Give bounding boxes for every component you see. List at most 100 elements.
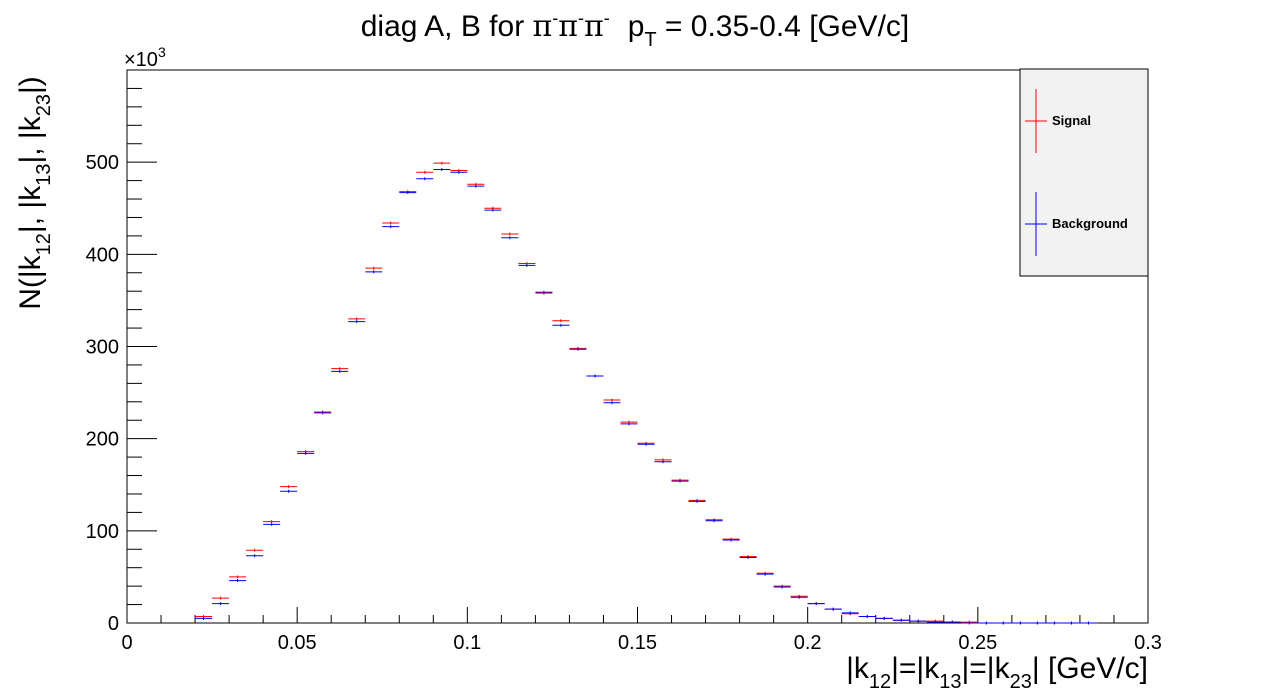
x-tick-label: 0.3: [1134, 632, 1162, 654]
legend-background-label: Background: [1052, 216, 1128, 231]
data-point-background: [501, 236, 519, 240]
data-point-background: [1045, 621, 1063, 625]
title-pi-3-sup: -: [604, 8, 610, 28]
data-point-background: [467, 184, 485, 188]
plot-frame: [126, 69, 1149, 624]
title-prefix: diag A, B for: [361, 10, 533, 43]
data-point-signal: [246, 548, 264, 552]
chart-title: diag A, B for π-π-π-pT = 0.35-0.4 [GeV/c…: [361, 8, 910, 51]
data-point-signal: [229, 575, 247, 579]
ylabel-part-4: |, |k: [14, 115, 47, 163]
data-point-background: [824, 607, 842, 611]
data-point-signal: [263, 520, 281, 524]
data-point-background: [484, 208, 502, 212]
data-point-background: [841, 611, 859, 615]
x-tick-label: 0.15: [618, 632, 657, 654]
data-point-background: [909, 619, 927, 623]
data-point-background: [433, 168, 451, 172]
data-point-background: [756, 572, 774, 576]
data-point-background: [926, 620, 944, 624]
data-point-background: [212, 602, 230, 606]
data-point-background: [773, 585, 791, 589]
y-tick-label: 300: [86, 337, 119, 359]
data-point-background: [705, 519, 723, 523]
title-pt-sub: T: [644, 29, 656, 51]
ylabel-part-6: |): [14, 76, 47, 94]
data-point-signal: [382, 221, 400, 225]
data-point-background: [790, 595, 808, 599]
title-pt-p: p: [628, 10, 645, 43]
data-point-background: [637, 442, 655, 446]
data-point-signal: [433, 161, 451, 165]
data-point-background: [450, 170, 468, 174]
axis-ticks: [126, 69, 1149, 624]
data-point-background: [535, 291, 553, 295]
x-tick-label: 0.1: [453, 632, 481, 654]
data-point-background: [331, 369, 349, 373]
data-point-background: [739, 556, 757, 560]
data-point-background: [620, 422, 638, 426]
data-point-signal: [501, 232, 519, 236]
y-tick-label: 100: [86, 521, 119, 543]
title-pi-1: π: [533, 9, 553, 44]
data-point-background: [416, 177, 434, 181]
legend-box: [1019, 68, 1149, 277]
x-tick-label: 0.2: [794, 632, 822, 654]
data-point-background: [807, 602, 825, 606]
y-axis-label: N(|k12|, |k13|, |k23|): [14, 76, 55, 310]
ylabel-sub-23: 23: [33, 94, 55, 116]
data-point-signal: [331, 367, 349, 371]
y-tick-label: 500: [86, 152, 119, 174]
title-pi-2: π: [558, 9, 578, 44]
data-point-background: [348, 320, 366, 324]
xlabel-part-6: | [GeV/c]: [1032, 652, 1148, 685]
xlabel-part-4: |=|k: [961, 652, 1010, 685]
data-point-background: [960, 621, 978, 625]
data-point-background: [569, 347, 587, 351]
data-point-background: [246, 554, 264, 558]
data-point-signal: [212, 596, 230, 600]
data-point-signal: [552, 319, 570, 323]
ylabel-sub-12: 12: [33, 233, 55, 255]
y-exponent-power: 3: [158, 44, 166, 60]
ylabel-part-0: N(|k: [14, 254, 47, 309]
data-point-background: [654, 460, 672, 464]
title-pi-1-sup: -: [552, 8, 558, 28]
legend: Signal Background: [1019, 68, 1149, 277]
legend-signal-label: Signal: [1052, 113, 1091, 128]
data-point-background: [365, 270, 383, 274]
data-point-background: [722, 538, 740, 542]
series-layer: [195, 161, 1097, 625]
data-point-background: [1079, 621, 1097, 625]
data-point-background: [1062, 621, 1080, 625]
xlabel-sub-23: 23: [1010, 671, 1032, 692]
data-point-background: [875, 616, 893, 620]
data-point-background: [399, 191, 417, 195]
data-point-background: [586, 374, 604, 378]
data-point-background: [263, 522, 281, 526]
data-point-background: [943, 620, 961, 624]
y-tick-label: 0: [108, 613, 119, 635]
data-point-signal: [603, 398, 621, 402]
x-tick-label: 0.25: [958, 632, 997, 654]
data-point-background: [688, 499, 706, 503]
data-point-background: [892, 618, 910, 622]
y-exponent-base: ×10: [124, 49, 158, 71]
y-tick-label: 200: [86, 429, 119, 451]
tick-labels: 0 0.05 0.1 0.15 0.2 0.25 0.3 0 100 200 300 400 500: [86, 152, 1162, 654]
xlabel-part-2: |=|k: [891, 652, 940, 685]
data-point-background: [382, 225, 400, 229]
title-suffix: = 0.35-0.4 [GeV/c]: [657, 10, 910, 43]
series-signal: [195, 161, 1097, 625]
data-point-background: [518, 263, 536, 267]
data-point-background: [314, 411, 332, 415]
data-point-signal: [416, 170, 434, 174]
data-point-background: [977, 621, 995, 625]
xlabel-sub-13: 13: [939, 671, 961, 692]
y-tick-label: 400: [86, 244, 119, 266]
data-point-background: [671, 479, 689, 483]
data-point-background: [1011, 621, 1029, 625]
data-point-background: [195, 616, 213, 620]
title-pi-3: π: [584, 9, 604, 44]
data-point-background: [858, 615, 876, 619]
